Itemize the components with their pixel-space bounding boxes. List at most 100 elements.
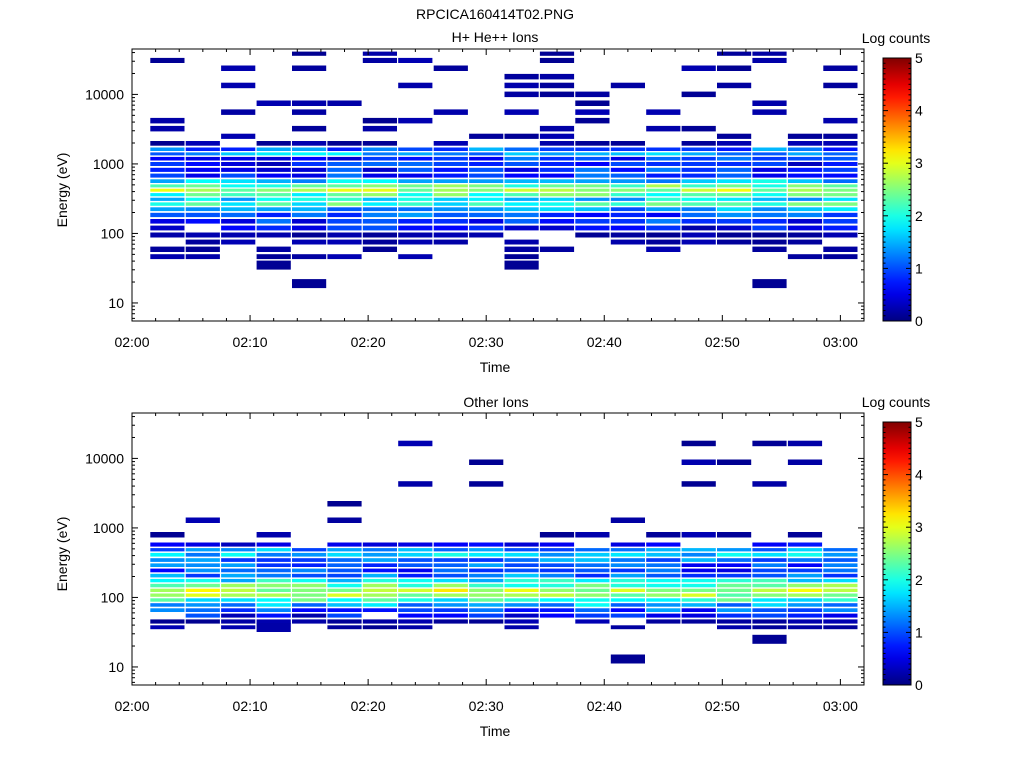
spectrogram-cell [787, 173, 823, 178]
x-tick-label: 02:50 [705, 698, 740, 714]
spectrogram-cell [575, 232, 610, 238]
spectrogram-cell [752, 188, 787, 192]
spectrogram-cell [256, 152, 291, 156]
spectrogram-cell [362, 167, 397, 172]
spectrogram-cell [752, 239, 787, 245]
spectrogram-cell [150, 147, 185, 151]
spectrogram-cell [752, 232, 787, 238]
spectrogram-cell [256, 548, 291, 552]
spectrogram-cell [327, 141, 362, 146]
colorbar-tick-label: 3 [915, 519, 923, 535]
colorbar-tick-label: 0 [915, 313, 923, 329]
spectrogram-cell [185, 598, 220, 602]
spectrogram-cell [221, 619, 256, 624]
spectrogram-cell [504, 239, 539, 245]
spectrogram-cell [646, 588, 681, 592]
spectrogram-cell [787, 588, 823, 592]
spectrogram-cell [646, 212, 681, 218]
spectrogram-cell [504, 197, 539, 201]
x-axis-label: Time [480, 723, 511, 739]
spectrogram-cell [539, 193, 575, 197]
spectrogram-cell [610, 613, 645, 618]
spectrogram-cell [539, 51, 575, 56]
spectrogram-cell [185, 239, 220, 245]
spectrogram-cell [787, 188, 823, 192]
spectrogram-cell [539, 82, 575, 89]
spectrogram-cell [539, 603, 575, 607]
spectrogram-cell [150, 588, 185, 592]
spectrogram-cell [752, 51, 787, 56]
spectrogram-cell [150, 558, 185, 562]
spectrogram-cell [398, 481, 433, 487]
spectrogram-cell [646, 219, 681, 224]
colorbar-tick-label: 4 [915, 467, 923, 483]
spectrogram-cell [646, 173, 681, 178]
x-tick-label: 03:00 [823, 334, 858, 350]
spectrogram-cell [575, 563, 610, 567]
spectrogram-cell [610, 141, 645, 146]
spectrogram-cell [150, 225, 185, 231]
spectrogram-cell [752, 279, 787, 289]
spectrogram-cell [150, 254, 185, 260]
spectrogram-cell [327, 225, 362, 231]
spectrogram-cell [469, 542, 504, 547]
spectrogram-cell [185, 254, 220, 260]
spectrogram-cell [256, 613, 291, 618]
spectrogram-cell [717, 184, 752, 188]
spectrogram-cell [256, 260, 291, 270]
spectrogram-cell [575, 619, 610, 624]
spectrogram-cell [469, 603, 504, 607]
spectrogram-cell [646, 207, 681, 212]
spectrogram-cell [610, 202, 645, 206]
spectrogram-cell [610, 219, 645, 224]
spectrogram-cell [717, 202, 752, 206]
spectrogram-cell [646, 246, 681, 252]
spectrogram-cell [575, 117, 610, 124]
spectrogram-cell [575, 532, 610, 538]
spectrogram-cell [221, 219, 256, 224]
spectrogram-cell [539, 563, 575, 567]
spectrogram-cell [327, 147, 362, 151]
spectrogram-cell [752, 578, 787, 583]
colorbar-tick-label: 1 [915, 624, 923, 640]
spectrogram-cell [610, 548, 645, 552]
spectrogram-cell [256, 542, 291, 547]
spectrogram-cell [398, 184, 433, 188]
y-tick-label: 10 [108, 659, 124, 675]
spectrogram-cell [256, 563, 291, 567]
colorbar-label: Log counts [862, 30, 931, 46]
spectrogram-cell [327, 563, 362, 567]
spectrogram-cell [433, 619, 468, 624]
spectrogram-cell [681, 179, 716, 183]
colorbar: 0 1 2 3 4 5 [882, 414, 923, 693]
spectrogram-cell [469, 207, 504, 212]
figure-title: RPCICA160414T02.PNG [416, 6, 574, 22]
spectrogram-cell [646, 552, 681, 557]
spectrogram-cell [469, 202, 504, 206]
spectrogram-cell [327, 212, 362, 218]
spectrogram-cell [681, 558, 716, 562]
spectrogram-cell [292, 563, 327, 567]
spectrogram-cell [752, 588, 787, 592]
spectrogram-cell [610, 156, 645, 161]
spectrogram-cell [362, 558, 397, 562]
spectrogram-cell [185, 167, 220, 172]
spectrogram-cell [717, 82, 752, 89]
spectrogram-cell [717, 156, 752, 161]
spectrogram-cell [681, 152, 716, 156]
spectrogram-cell [610, 173, 645, 178]
spectrogram-cell [469, 219, 504, 224]
spectrogram-cell [150, 219, 185, 224]
spectrogram-cell [539, 197, 575, 201]
spectrogram-cell [362, 141, 397, 146]
panel-other-ions: Other Ions 02:00 02:10 02:20 02:30 02:40 02:5… [54, 394, 930, 739]
spectrogram-cell [185, 232, 220, 238]
spectrogram-cell [221, 167, 256, 172]
x-axis-label: Time [480, 359, 511, 375]
spectrogram-cell [221, 568, 256, 573]
spectrogram-cell [398, 156, 433, 161]
spectrogram-cell [469, 188, 504, 192]
spectrogram-cell [362, 619, 397, 624]
spectrogram-cell [150, 156, 185, 161]
